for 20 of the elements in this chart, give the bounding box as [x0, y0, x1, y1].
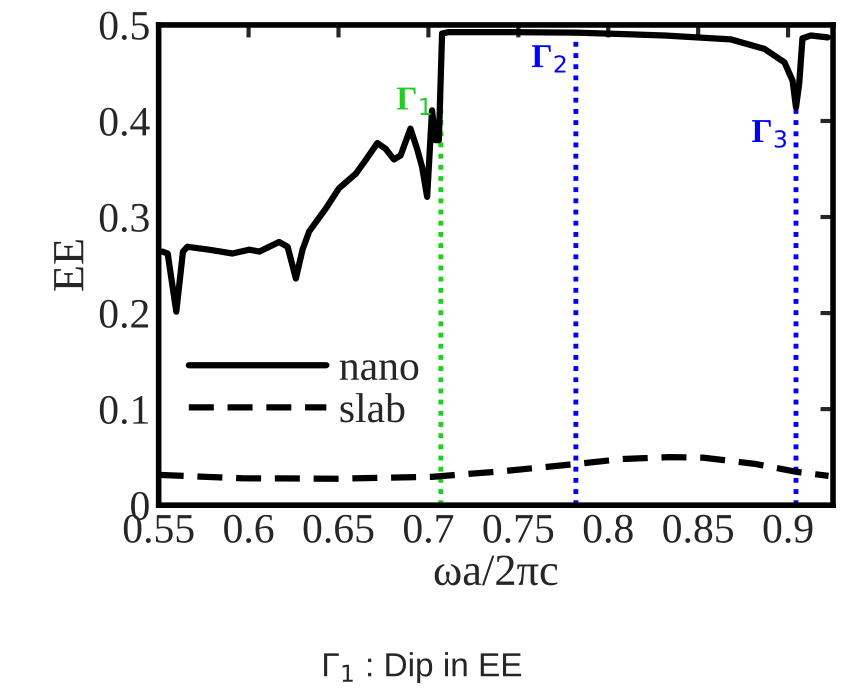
x-axis-title: ωa/2πc: [434, 555, 558, 586]
y-axis-title: EE: [54, 240, 84, 291]
x-tick-label: 0.9: [764, 514, 812, 543]
x-tick-label: 0.65: [304, 514, 374, 543]
text: Γ$_{1}$ : Dip in EE: [324, 652, 522, 684]
y-tick-label: 0.2: [100, 300, 148, 328]
y-tick-label: 0.4: [100, 108, 150, 136]
legend-label: nano: [340, 360, 418, 380]
ref-line-label: Γ$_{2}$: [532, 45, 566, 73]
y-tick-label: 0.1: [100, 396, 148, 424]
x-tick-label: 0.75: [483, 514, 554, 543]
x-tick-label: 0.6: [224, 514, 274, 543]
ref-line-label: Γ$_{3}$: [752, 120, 786, 148]
x-tick-label: 0.8: [584, 514, 633, 543]
legend-label: slab: [340, 393, 404, 422]
x-tick-label: 0.7: [404, 514, 454, 543]
y-tick-label: 0.3: [100, 204, 149, 232]
x-tick-label: 0.85: [663, 514, 733, 543]
ref-line-label: Γ$_{1}$: [396, 88, 431, 115]
y-tick-label: 0.5: [100, 12, 149, 40]
